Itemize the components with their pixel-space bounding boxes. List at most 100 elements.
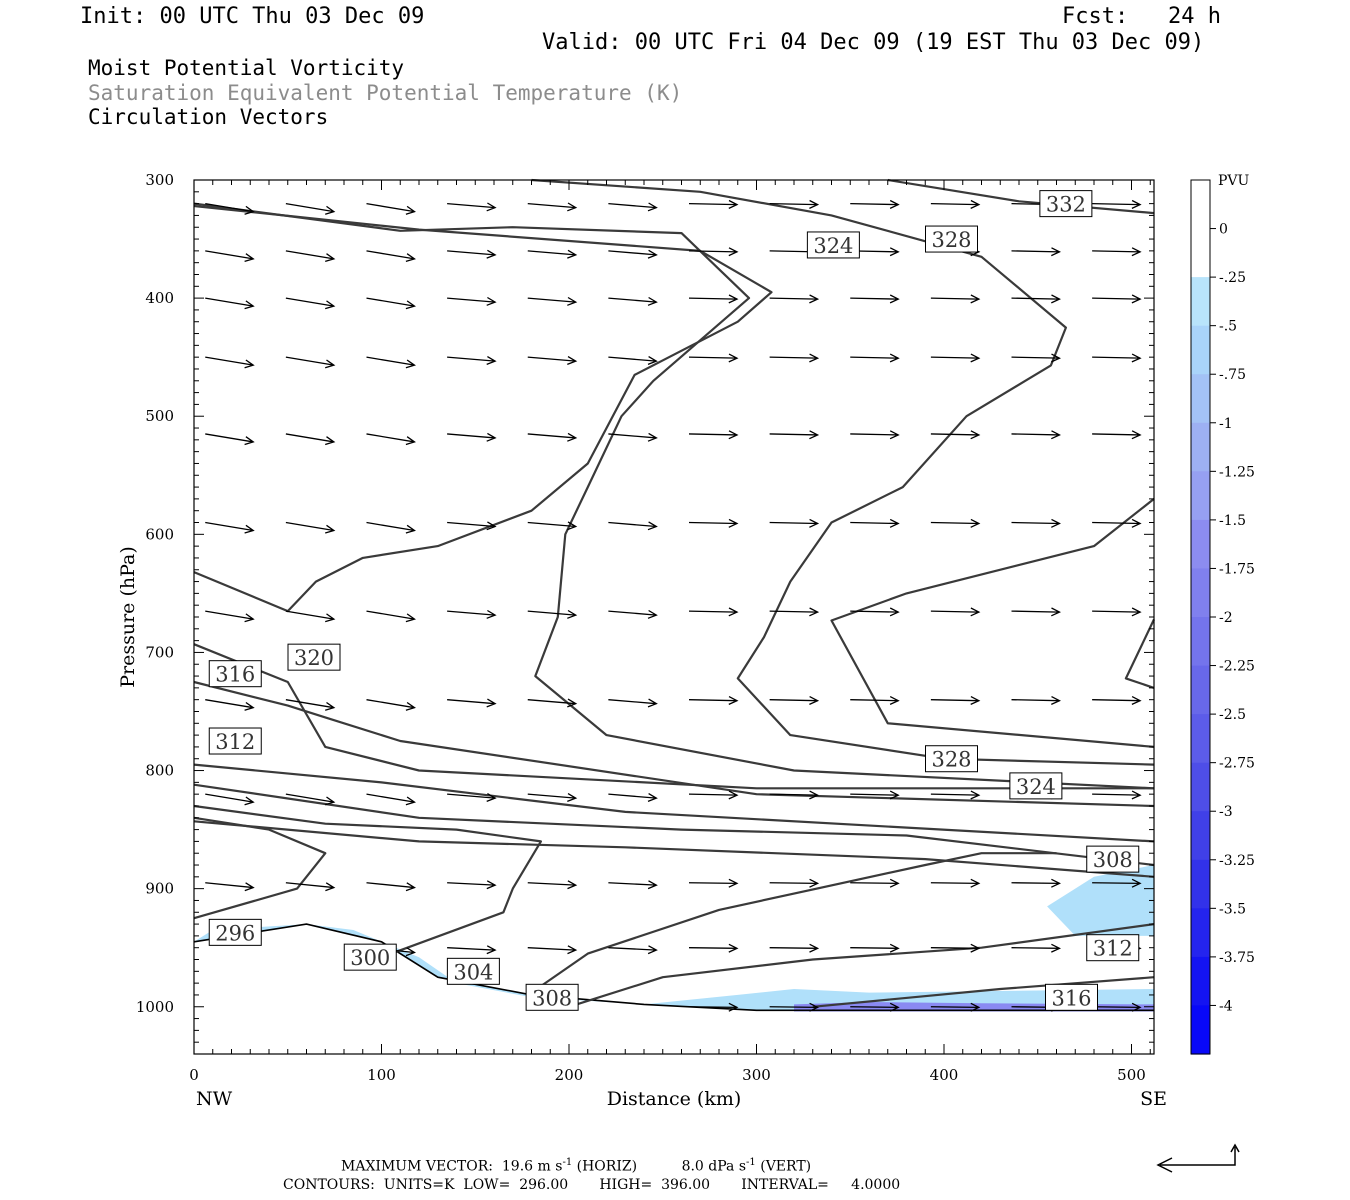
max-vector-horiz-exp: -1 [562, 1157, 573, 1168]
contour-label-box [208, 918, 262, 946]
circulation-vector [688, 607, 739, 617]
theta-e-contour-324 [193, 202, 1155, 790]
y-tick-label: 300 [145, 171, 174, 189]
colorbar-segment [1191, 228, 1210, 278]
circulation-vector [366, 250, 416, 263]
circulation-vector [527, 793, 578, 803]
colorbar-segment [1191, 762, 1210, 812]
contour-label-box [1039, 190, 1093, 218]
contour-label-box [1086, 934, 1140, 962]
circulation-vector [688, 430, 739, 440]
circulation-vector [1011, 353, 1061, 363]
x-left-end-label: NW [196, 1088, 233, 1110]
x-tick-label: 500 [1117, 1066, 1146, 1084]
circulation-vector [1011, 943, 1062, 953]
theta-e-contour-316 [193, 643, 1154, 790]
circulation-vector [930, 430, 981, 440]
contour-label-box [925, 225, 978, 253]
colorbar-tick-label: -1.25 [1219, 464, 1255, 480]
y-tick-label: 900 [145, 880, 174, 898]
circulation-vector [688, 294, 739, 304]
max-vector-vert-tag: (VERT) [760, 1158, 812, 1175]
circulation-vector [850, 1002, 900, 1012]
colorbar-tick-label: -.25 [1219, 270, 1246, 286]
contour-label-box [208, 660, 262, 688]
colorbar-tick-label: -.5 [1219, 319, 1237, 335]
contour-label-layer: 332 328 324 320 316 312 328 324 308 296 300 304 312 3… [208, 190, 1140, 1011]
circulation-vector [205, 882, 255, 892]
circulation-vector [608, 609, 658, 619]
theta-e-contour-308 [568, 923, 1155, 1008]
circulation-vector [688, 943, 739, 953]
colorbar-tick-label: -1.5 [1219, 513, 1246, 529]
circulation-vector [447, 698, 497, 708]
x-tick-label: 100 [367, 1066, 396, 1084]
circulation-vector [366, 610, 416, 623]
circulation-vector-layer [205, 199, 1142, 1012]
circulation-vector [205, 297, 255, 310]
theta-e-contour-332 [887, 178, 1155, 215]
colorbar-segment [1191, 568, 1210, 618]
circulation-vector [930, 294, 981, 304]
contour-label-320: 320 [294, 646, 334, 670]
circulation-vector [769, 294, 820, 304]
x-tick-label: 200 [555, 1066, 584, 1084]
x-tick-label: 400 [930, 1066, 959, 1084]
legend-vectors: Circulation Vectors [88, 105, 329, 129]
colorbar-tick-label: -1 [1219, 416, 1233, 432]
circulation-vector [769, 607, 820, 617]
contour-label-box [208, 727, 262, 755]
circulation-vector [447, 356, 497, 366]
circulation-vector [769, 696, 820, 705]
circulation-vector [608, 356, 658, 366]
colorbar-tick-label: 0 [1219, 222, 1228, 238]
theta-e-contour-320 [193, 204, 773, 613]
contour-label-316: 316 [215, 663, 255, 687]
circulation-vector [447, 432, 497, 442]
colorbar-segment [1191, 325, 1210, 375]
circulation-vector [1092, 247, 1142, 257]
colorbar-segment [1191, 665, 1210, 715]
circulation-vector [366, 356, 416, 369]
contour-label-328: 328 [931, 228, 971, 252]
circulation-vector [1092, 518, 1142, 528]
legend-mpv: Moist Potential Vorticity [88, 56, 405, 80]
circulation-vector [366, 521, 416, 534]
circulation-vector [447, 945, 497, 955]
colorbar-tick-label: -.75 [1219, 367, 1246, 383]
circulation-vector [930, 518, 981, 528]
circulation-vector [608, 249, 658, 259]
contour-label-box [446, 957, 500, 985]
circulation-vector [608, 296, 658, 306]
circulation-vector [930, 696, 981, 705]
circulation-vector [527, 432, 578, 442]
circulation-vector [930, 607, 981, 617]
circulation-vector [688, 199, 739, 209]
contour-label-box [806, 231, 860, 259]
contour-label-box [525, 983, 579, 1011]
colorbar-tick-label: -3.25 [1219, 853, 1255, 869]
contour-label-box [287, 643, 341, 671]
contour-label-332: 332 [1046, 193, 1086, 217]
circulation-vector [447, 609, 497, 619]
theta-e-contour-320 [830, 498, 1155, 748]
x-tick-label: 0 [189, 1066, 199, 1084]
max-vector-label: MAXIMUM VECTOR: [341, 1158, 493, 1175]
circulation-vector [527, 202, 578, 212]
circulation-vector [1092, 294, 1142, 304]
circulation-vector [850, 878, 900, 888]
contour-label-328: 328 [931, 748, 971, 772]
colorbar-segment [1191, 859, 1210, 909]
colorbar-tick-label: -3 [1219, 804, 1233, 820]
circulation-vector [769, 353, 820, 363]
x-axis-title: Distance (km) [607, 1088, 742, 1110]
circulation-vector [366, 202, 416, 215]
circulation-vector [447, 202, 497, 212]
circulation-vector [366, 297, 416, 310]
colorbar-tick-label: -3.5 [1219, 901, 1246, 917]
colorbar-tick-label: -4 [1219, 998, 1233, 1014]
circulation-vector [850, 607, 900, 617]
theta-e-contour-300 [193, 820, 1155, 878]
contour-label-308: 308 [532, 986, 572, 1010]
circulation-vector [527, 249, 578, 259]
